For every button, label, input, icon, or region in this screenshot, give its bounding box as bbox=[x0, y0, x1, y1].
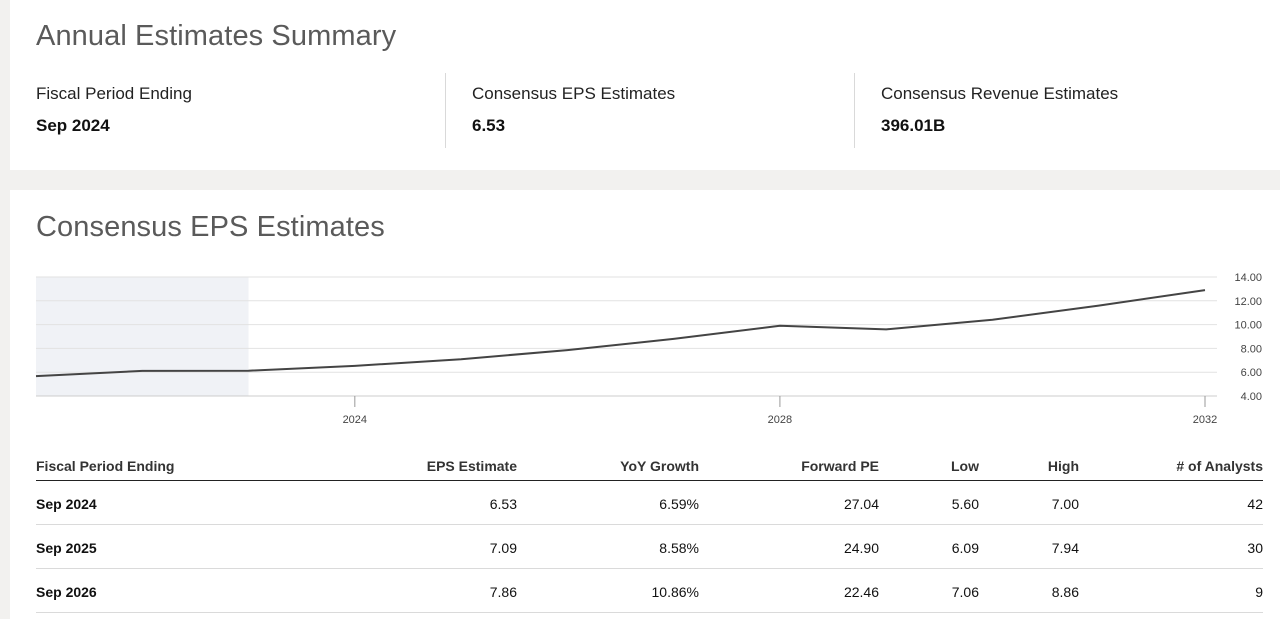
table-header-row: Fiscal Period Ending EPS Estimate YoY Gr… bbox=[36, 452, 1263, 481]
y-tick-label: 10.00 bbox=[1234, 320, 1262, 332]
header-low[interactable]: Low bbox=[951, 458, 979, 474]
y-tick-label: 14.00 bbox=[1234, 272, 1262, 284]
cell-high: 7.00 bbox=[1051, 496, 1079, 512]
eps-estimates-table: Fiscal Period Ending EPS Estimate YoY Gr… bbox=[36, 452, 1263, 613]
annual-estimates-summary-card: Annual Estimates Summary Fiscal Period E… bbox=[10, 0, 1280, 170]
eps-data-point[interactable] bbox=[883, 326, 889, 332]
stat-label: Consensus Revenue Estimates bbox=[881, 84, 1119, 103]
cell-forward-pe: 22.46 bbox=[843, 584, 879, 600]
header-eps-estimate[interactable]: EPS Estimate bbox=[426, 458, 517, 474]
cell-period: Sep 2026 bbox=[36, 584, 97, 600]
cell-eps-estimate: 6.53 bbox=[489, 496, 517, 512]
stat-consensus-revenue: Consensus Revenue Estimates 396.01B bbox=[854, 73, 1264, 148]
y-tick-label: 6.00 bbox=[1241, 367, 1262, 379]
stat-fiscal-period: Fiscal Period Ending Sep 2024 bbox=[10, 73, 419, 148]
eps-data-point[interactable] bbox=[777, 323, 783, 329]
eps-data-point[interactable] bbox=[139, 368, 145, 374]
y-tick-label: 4.00 bbox=[1241, 391, 1262, 403]
cell-yoy-growth: 6.59% bbox=[659, 496, 699, 512]
eps-data-point[interactable] bbox=[352, 363, 358, 369]
cell-low: 7.06 bbox=[951, 584, 979, 600]
eps-data-point[interactable] bbox=[989, 317, 995, 323]
eps-line-chart[interactable]: 14.00 12.00 10.00 8.00 6.00 4.00 2024 2028 2032 bbox=[10, 190, 1280, 440]
cell-forward-pe: 27.04 bbox=[843, 496, 879, 512]
x-tick-label: 2032 bbox=[1193, 414, 1217, 426]
x-tick-label: 2024 bbox=[343, 414, 367, 426]
summary-title: Annual Estimates Summary bbox=[36, 20, 397, 52]
cell-eps-estimate: 7.09 bbox=[489, 540, 517, 556]
y-tick-label: 8.00 bbox=[1241, 343, 1262, 355]
cell-period: Sep 2024 bbox=[36, 496, 97, 512]
eps-series-line[interactable] bbox=[35, 289, 1206, 378]
cell-period: Sep 2025 bbox=[36, 540, 97, 556]
stat-label: Consensus EPS Estimates bbox=[472, 84, 676, 103]
cell-num-analysts: 9 bbox=[1255, 584, 1263, 600]
stat-value: Sep 2024 bbox=[36, 116, 110, 135]
chart-shaded-region bbox=[36, 277, 249, 396]
eps-data-point[interactable] bbox=[564, 347, 570, 353]
eps-data-point[interactable] bbox=[1202, 287, 1208, 293]
eps-data-point[interactable] bbox=[458, 356, 464, 362]
eps-data-point[interactable] bbox=[246, 368, 252, 374]
header-yoy-growth[interactable]: YoY Growth bbox=[620, 458, 699, 474]
eps-section-title: Consensus EPS Estimates bbox=[36, 211, 385, 243]
cell-low: 6.09 bbox=[951, 540, 979, 556]
cell-forward-pe: 24.90 bbox=[843, 540, 879, 556]
y-tick-label: 12.00 bbox=[1234, 296, 1262, 308]
table-row: Sep 2026 7.86 10.86% 22.46 7.06 8.86 9 bbox=[36, 569, 1263, 613]
header-forward-pe[interactable]: Forward PE bbox=[801, 458, 879, 474]
cell-num-analysts: 42 bbox=[1247, 496, 1263, 512]
cell-high: 7.94 bbox=[1051, 540, 1079, 556]
stat-value: 396.01B bbox=[881, 116, 946, 135]
x-tick-label: 2028 bbox=[768, 414, 792, 426]
stat-label: Fiscal Period Ending bbox=[36, 84, 192, 103]
cell-low: 5.60 bbox=[951, 496, 979, 512]
cell-num-analysts: 30 bbox=[1247, 540, 1263, 556]
cell-eps-estimate: 7.86 bbox=[489, 584, 517, 600]
eps-data-point[interactable] bbox=[671, 336, 677, 342]
header-num-analysts[interactable]: # of Analysts bbox=[1176, 458, 1263, 474]
header-fiscal-period[interactable]: Fiscal Period Ending bbox=[36, 458, 175, 474]
table-row: Sep 2025 7.09 8.58% 24.90 6.09 7.94 30 bbox=[36, 525, 1263, 569]
eps-data-point[interactable] bbox=[1096, 303, 1102, 309]
consensus-eps-card: Consensus EPS Estimates 14.00 12.00 10.00 8… bbox=[10, 190, 1280, 619]
header-high[interactable]: High bbox=[1047, 458, 1079, 474]
cell-yoy-growth: 8.58% bbox=[659, 540, 699, 556]
cell-high: 8.86 bbox=[1051, 584, 1079, 600]
table-row: Sep 2024 6.53 6.59% 27.04 5.60 7.00 42 bbox=[36, 481, 1263, 525]
cell-yoy-growth: 10.86% bbox=[651, 584, 699, 600]
stat-value: 6.53 bbox=[472, 116, 506, 135]
eps-data-point[interactable] bbox=[33, 373, 39, 379]
stat-consensus-eps: Consensus EPS Estimates 6.53 bbox=[445, 73, 855, 148]
